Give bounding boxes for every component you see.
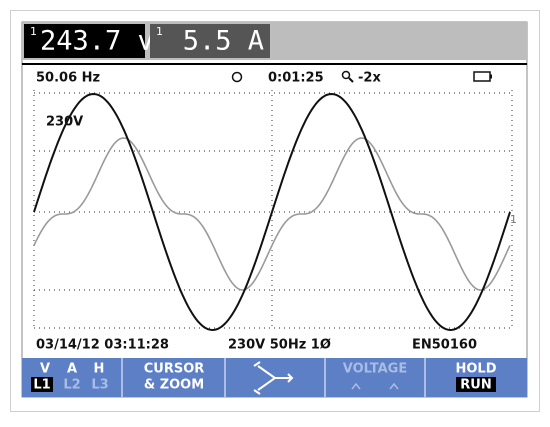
zoom-icon — [341, 70, 351, 80]
datetime: 03/14/12 03:11:28 — [36, 338, 169, 353]
zoom-level: -2x — [358, 71, 381, 86]
menu-run[interactable]: RUN — [460, 378, 491, 393]
arrows-icon[interactable] — [253, 361, 294, 395]
frequency: 50.06 Hz — [36, 71, 100, 86]
screen — [21, 21, 528, 398]
menu-line[interactable]: L2 — [63, 378, 80, 393]
voltage-arrows — [351, 382, 399, 390]
channel-label: 1 — [156, 25, 163, 38]
current-reading: 5.5 A — [183, 26, 264, 57]
menu-phase[interactable]: H — [94, 362, 105, 377]
current-waveform — [33, 137, 511, 291]
reading-box — [24, 24, 145, 58]
elapsed-time: 0:01:25 — [268, 71, 324, 86]
reading-box — [150, 24, 270, 58]
standard: EN50160 — [412, 338, 477, 353]
clock-icon — [231, 71, 243, 83]
zoom-icon — [348, 77, 354, 83]
trace-marker: 1 — [510, 213, 517, 226]
scale-label: 230V — [46, 115, 83, 130]
voltage-reading: 243.7 v — [40, 26, 154, 57]
run-box — [456, 377, 496, 392]
menu-phase[interactable]: A — [67, 362, 77, 377]
menu-voltage[interactable]: VOLTAGE — [343, 362, 408, 377]
menu-phase[interactable]: V — [40, 362, 50, 377]
channel-label: 1 — [30, 25, 37, 38]
menu-dividers — [121, 358, 426, 397]
menu-line[interactable]: L3 — [91, 378, 108, 393]
menu-cursor[interactable]: & ZOOM — [144, 378, 204, 393]
battery-icon — [490, 74, 492, 79]
menu-cursor[interactable]: CURSOR — [144, 362, 205, 377]
menu-hold[interactable]: HOLD — [455, 362, 496, 377]
menu-line[interactable]: L1 — [33, 378, 50, 393]
configuration: 230V 50Hz 1Ø — [228, 338, 331, 353]
selected-line-box — [31, 377, 53, 392]
voltage-waveform — [33, 92, 511, 332]
